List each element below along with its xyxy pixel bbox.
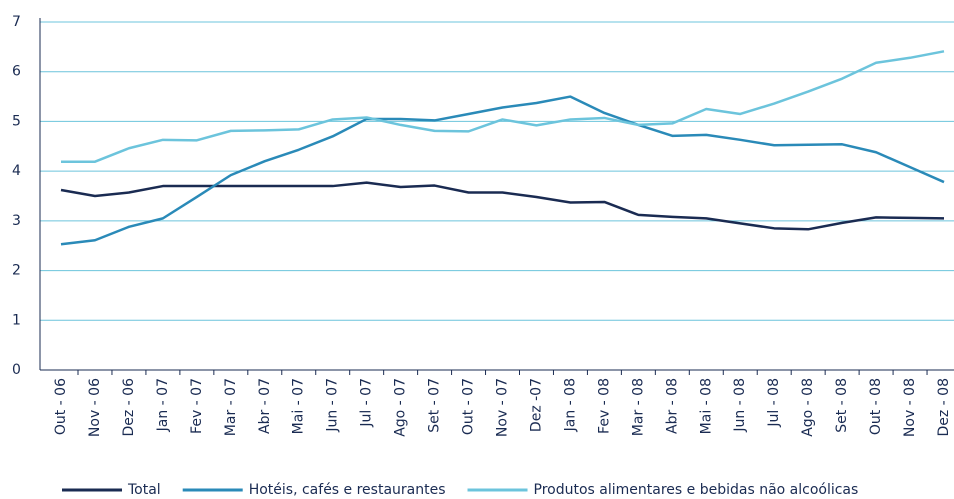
x-tick-label: Nov - 07 — [495, 378, 511, 437]
x-tick-label: Nov - 08 — [902, 378, 918, 437]
x-tick-label: Jul - 07 — [359, 378, 375, 428]
y-tick-label: 0 — [12, 362, 21, 378]
x-tick-label: Mar - 08 — [630, 378, 646, 436]
x-tick-label: Jul - 08 — [766, 378, 782, 428]
x-tick-label: Ago - 07 — [393, 378, 409, 437]
x-tick-label: Out - 07 — [461, 378, 477, 435]
x-tick-label: Abr - 08 — [664, 378, 680, 434]
legend-label: Produtos alimentares e bebidas não alcoó… — [534, 482, 859, 498]
x-tick-label: Jun - 07 — [325, 378, 341, 433]
x-tick-label: Dez - 08 — [936, 378, 952, 437]
x-tick-label: Set - 08 — [834, 378, 850, 433]
x-tick-label: Out - 08 — [868, 378, 884, 435]
y-tick-label: 4 — [12, 163, 21, 179]
x-tick-label: Mai - 07 — [291, 378, 307, 434]
y-tick-label: 3 — [12, 213, 21, 229]
x-tick-label: Set - 07 — [427, 378, 443, 433]
legend-label: Hotéis, cafés e restaurantes — [249, 482, 446, 498]
legend-label: Total — [127, 482, 161, 498]
x-tick-label: Mai - 08 — [698, 378, 714, 434]
y-tick-label: 6 — [12, 64, 21, 80]
x-tick-label: Fev - 08 — [596, 378, 612, 434]
x-tick-label: Dez - 06 — [121, 378, 137, 437]
y-tick-label: 2 — [12, 263, 21, 279]
x-tick-label: Dez -07 — [528, 378, 544, 432]
x-tick-label: Jan - 08 — [562, 378, 578, 432]
x-tick-label: Mar - 07 — [223, 378, 239, 436]
x-tick-label: Ago - 08 — [800, 378, 816, 437]
x-tick-label: Fev - 07 — [189, 378, 205, 434]
y-tick-label: 7 — [12, 14, 21, 30]
x-tick-label: Out - 06 — [53, 378, 69, 435]
series-line — [60, 181, 945, 231]
y-tick-label: 5 — [12, 113, 21, 129]
x-tick-label: Abr - 07 — [257, 378, 273, 434]
series-line — [60, 95, 945, 246]
series-line — [61, 50, 945, 163]
y-tick-label: 1 — [12, 312, 21, 328]
x-tick-label: Nov - 06 — [87, 378, 103, 437]
x-tick-label: Jun - 08 — [732, 378, 748, 433]
x-tick-label: Jan - 07 — [155, 378, 171, 432]
